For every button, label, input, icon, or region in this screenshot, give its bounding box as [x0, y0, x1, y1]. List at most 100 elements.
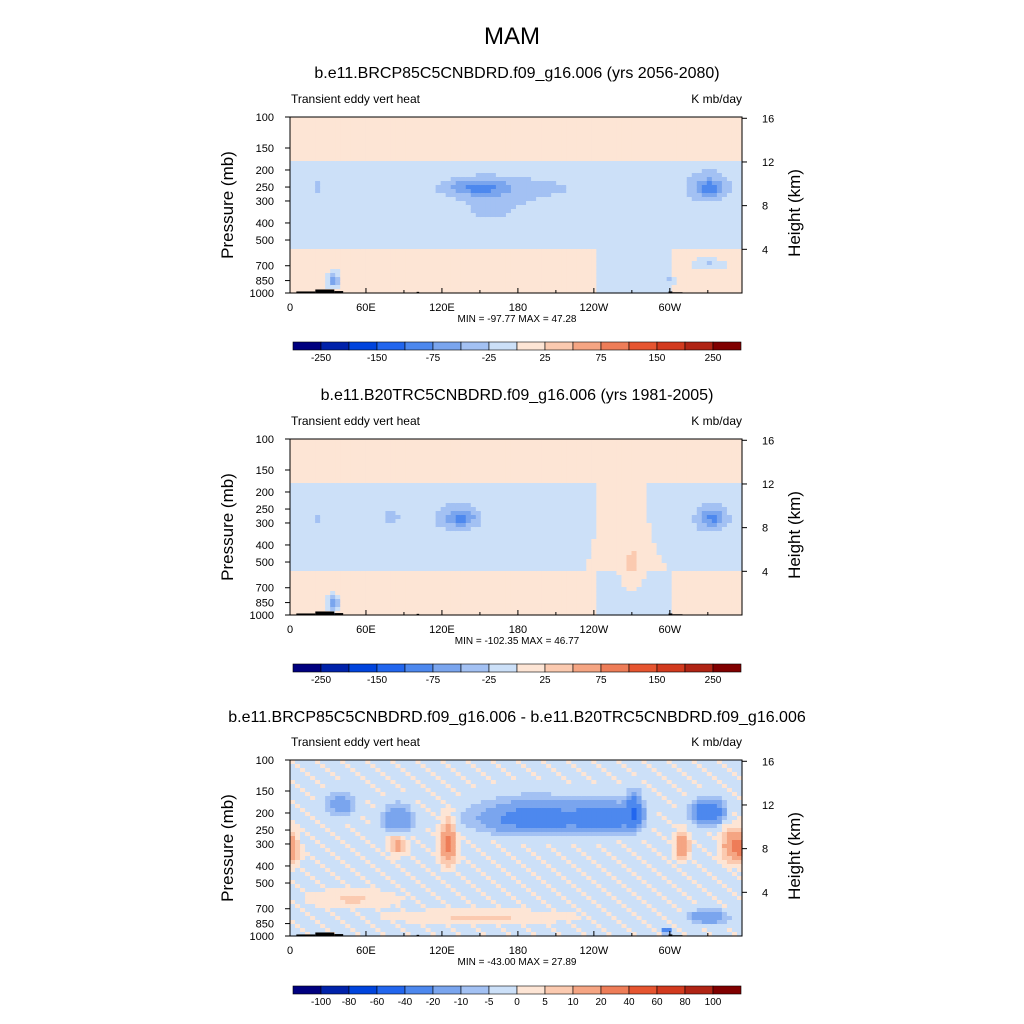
contour-cell — [596, 173, 602, 178]
contour-cell — [691, 201, 698, 206]
contour-cell — [405, 221, 412, 226]
contour-cell — [571, 129, 577, 134]
contour-cell — [455, 217, 462, 222]
contour-cell — [641, 169, 648, 174]
contour-cell — [290, 121, 296, 126]
contour-cell — [360, 201, 366, 206]
contour-cell — [455, 233, 462, 238]
contour-cell — [510, 157, 517, 162]
contour-cell — [290, 455, 296, 460]
contour-cell — [430, 181, 437, 186]
contour-cell — [465, 185, 472, 190]
contour-cell — [415, 157, 422, 162]
contour-cell — [325, 571, 331, 576]
contour-cell — [460, 241, 467, 246]
contour-cell — [330, 157, 336, 162]
contour-cell — [345, 463, 351, 468]
contour-cell — [445, 133, 452, 138]
contour-cell — [390, 129, 397, 134]
contour-cell — [691, 237, 698, 242]
contour-cell — [305, 499, 311, 504]
contour-cell — [541, 273, 547, 278]
contour-cell — [485, 209, 492, 214]
contour-cell — [621, 177, 628, 182]
contour-cell — [616, 141, 623, 146]
contour-cell — [320, 563, 326, 568]
contour-cell — [656, 253, 663, 258]
contour-cell — [726, 177, 733, 182]
contour-cell — [591, 277, 597, 282]
contour-cell — [430, 285, 437, 290]
contour-cell — [310, 439, 316, 444]
contour-cell — [465, 285, 472, 290]
contour-cell — [681, 217, 688, 222]
contour-cell — [405, 209, 412, 214]
contour-cell — [420, 257, 427, 262]
contour-cell — [566, 237, 572, 242]
contour-cell — [380, 495, 387, 500]
contour-cell — [310, 169, 316, 174]
contour-cell — [375, 121, 381, 126]
contour-cell — [365, 539, 371, 544]
contour-cell — [601, 245, 607, 250]
contour-cell — [726, 269, 733, 274]
contour-cell — [415, 229, 422, 234]
contour-cell — [611, 281, 618, 286]
contour-cell — [571, 233, 577, 238]
contour-cell — [375, 579, 381, 584]
contour-cell — [495, 245, 502, 250]
contour-cell — [310, 197, 316, 202]
contour-cell — [370, 141, 376, 146]
contour-cell — [470, 129, 477, 134]
contour-cell — [300, 177, 306, 182]
contour-cell — [505, 265, 512, 270]
contour-field — [290, 439, 743, 616]
contour-cell — [676, 177, 683, 182]
contour-cell — [651, 117, 658, 122]
contour-cell — [430, 197, 437, 202]
contour-cell — [696, 185, 703, 190]
contour-cell — [596, 217, 602, 222]
contour-cell — [495, 225, 502, 230]
contour-cell — [556, 225, 562, 230]
contour-cell — [611, 153, 618, 158]
contour-cell — [666, 217, 673, 222]
contour-cell — [325, 177, 331, 182]
contour-cell — [455, 269, 462, 274]
contour-cell — [611, 173, 618, 178]
contour-cell — [701, 281, 708, 286]
contour-cell — [500, 197, 507, 202]
contour-cell — [350, 225, 356, 230]
contour-cell — [671, 189, 678, 194]
contour-cell — [596, 285, 602, 290]
contour-cell — [335, 547, 341, 552]
contour-cell — [671, 177, 678, 182]
contour-cell — [365, 129, 371, 134]
contour-cell — [736, 273, 743, 278]
y-tick-label: 400 — [256, 218, 274, 230]
contour-cell — [616, 197, 623, 202]
contour-cell — [360, 153, 366, 158]
contour-cell — [350, 555, 356, 560]
contour-cell — [636, 145, 643, 150]
contour-cell — [531, 233, 537, 238]
contour-cell — [521, 133, 527, 138]
contour-cell — [385, 233, 392, 238]
contour-cell — [465, 201, 472, 206]
contour-cell — [581, 201, 587, 206]
contour-cell — [711, 233, 718, 238]
contour-cell — [606, 273, 613, 278]
contour-cell — [365, 459, 371, 464]
contour-cell — [320, 125, 326, 130]
contour-cell — [390, 563, 397, 568]
contour-cell — [571, 249, 577, 254]
contour-cell — [330, 121, 336, 126]
contour-cell — [656, 125, 663, 130]
contour-cell — [721, 277, 728, 282]
contour-cell — [300, 253, 306, 258]
contour-cell — [731, 265, 738, 270]
contour-cell — [315, 527, 321, 532]
contour-cell — [310, 241, 316, 246]
topography — [416, 291, 420, 293]
contour-cell — [601, 137, 607, 142]
